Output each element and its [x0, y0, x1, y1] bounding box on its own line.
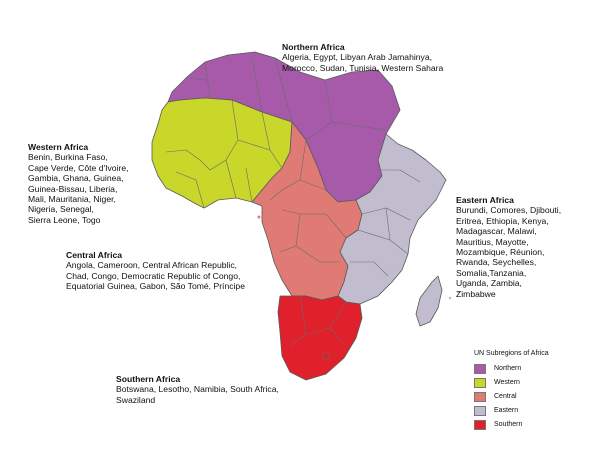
region-title-eastern: Eastern Africa	[456, 195, 514, 205]
island-comoros	[386, 250, 390, 254]
label-northern: Northern Africa Algeria, Egypt, Libyan A…	[282, 42, 443, 73]
legend-title: UN Subregions of Africa	[474, 350, 549, 357]
label-western: Western Africa Benin, Burkina Faso, Cape…	[28, 142, 129, 225]
legend-item-northern: Northern	[474, 363, 549, 374]
label-southern: Southern Africa Botswana, Lesotho, Namib…	[116, 374, 279, 405]
legend-label-southern: Southern	[494, 421, 523, 428]
region-madagascar	[415, 275, 443, 327]
island-mauritius	[456, 290, 460, 294]
map-legend: UN Subregions of Africa Northern Western…	[474, 350, 549, 433]
label-eastern: Eastern Africa Burundi, Comores, Djibout…	[456, 195, 561, 299]
island-sao-tome	[257, 215, 261, 219]
legend-swatch-southern	[474, 419, 486, 430]
legend-swatch-central	[474, 391, 486, 402]
legend-label-central: Central	[494, 393, 517, 400]
island-reunion	[448, 296, 452, 300]
legend-label-western: Western	[494, 379, 520, 386]
legend-item-eastern: Eastern	[474, 405, 549, 416]
country-list-northern: Algeria, Egypt, Libyan Arab Jamahinya, M…	[282, 52, 444, 73]
region-title-southern: Southern Africa	[116, 374, 181, 384]
region-title-northern: Northern Africa	[282, 42, 345, 52]
legend-item-central: Central	[474, 391, 549, 402]
island-bioko	[266, 210, 270, 214]
legend-item-southern: Southern	[474, 419, 549, 430]
legend-label-northern: Northern	[494, 365, 522, 372]
region-title-central: Central Africa	[66, 250, 123, 260]
region-southern	[277, 295, 363, 381]
country-list-western: Benin, Burkina Faso, Cape Verde, Côte d'…	[28, 152, 129, 225]
country-list-eastern: Burundi, Comores, Djibouti, Eritrea, Eth…	[456, 205, 562, 299]
legend-item-western: Western	[474, 377, 549, 388]
country-list-central: Angola, Cameroon, Central African Republ…	[66, 260, 245, 292]
legend-swatch-eastern	[474, 405, 486, 416]
region-title-western: Western Africa	[28, 142, 89, 152]
label-central: Central Africa Angola, Cameroon, Central…	[66, 250, 245, 292]
country-borders	[165, 57, 421, 361]
legend-label-eastern: Eastern	[494, 407, 519, 414]
country-list-southern: Botswana, Lesotho, Namibia, South Africa…	[116, 384, 279, 405]
legend-swatch-western	[474, 377, 486, 388]
legend-swatch-northern	[474, 363, 486, 374]
